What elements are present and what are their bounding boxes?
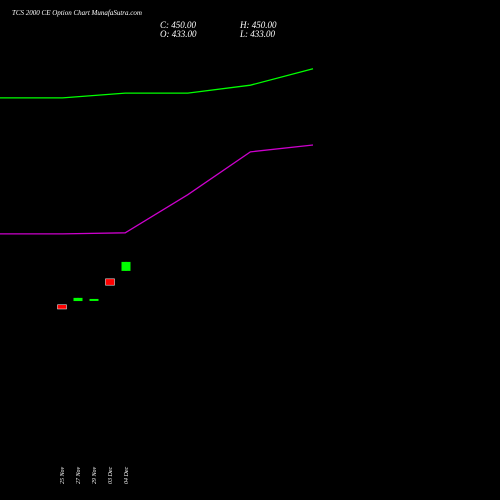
info-close: C: 450.00 — [160, 20, 197, 30]
x-tick-label: 03 Dec — [108, 467, 114, 484]
candle-body — [57, 304, 67, 310]
candle-body — [89, 298, 99, 301]
info-high: H: 450.00 — [239, 20, 277, 30]
candle-body — [121, 261, 131, 271]
x-tick-label: 25 Nov — [60, 466, 66, 484]
info-low: L: 433.00 — [239, 29, 276, 39]
x-tick-label: 04 Dec — [123, 467, 130, 484]
info-open: O: 433.00 — [160, 29, 197, 39]
chart-title: TCS 2000 CE Option Chart MunafaSutra.com — [12, 9, 142, 17]
x-tick-label: 29 Nov — [92, 466, 98, 484]
candle-body — [73, 297, 83, 302]
ma-line — [0, 68, 314, 99]
ma-line — [0, 144, 314, 235]
candle-body — [105, 278, 115, 286]
x-tick-label: 27 Nov — [76, 466, 82, 484]
